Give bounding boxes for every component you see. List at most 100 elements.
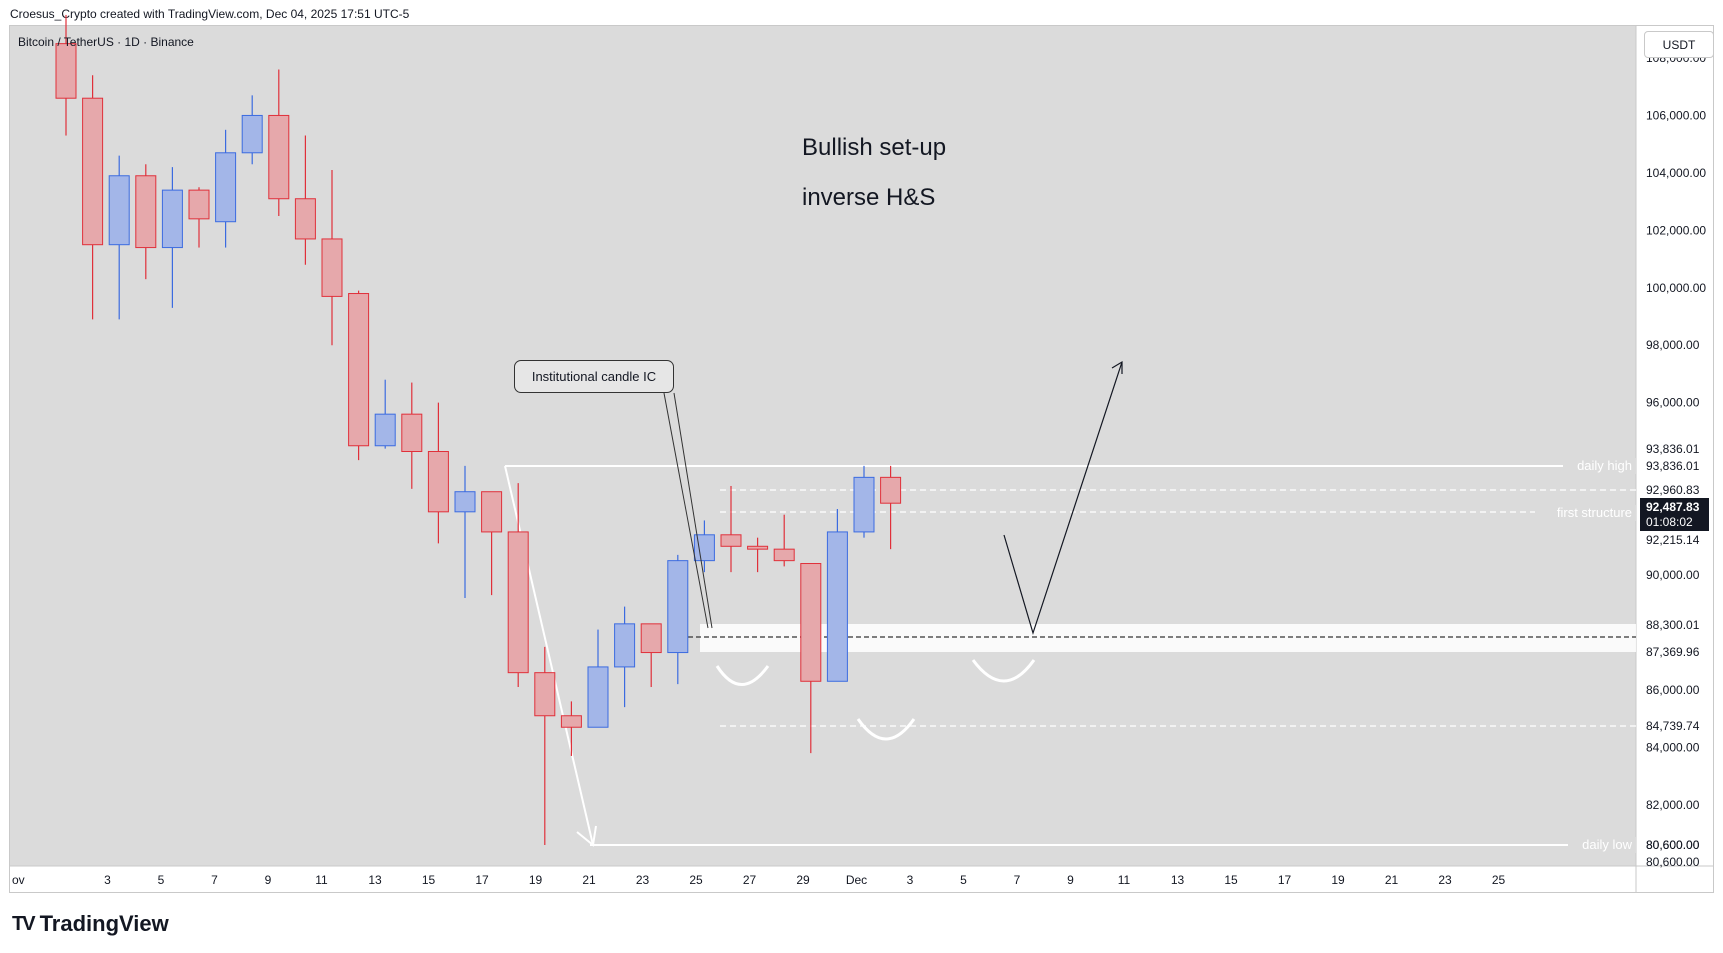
- x-tick-label: 23: [636, 873, 650, 887]
- candle-body: [481, 491, 503, 533]
- price-label-zone-bottom: 87,369.96: [1646, 645, 1700, 659]
- y-tick-label: 96,000.00: [1646, 396, 1700, 410]
- candle-body: [826, 531, 848, 682]
- x-tick-label: 15: [422, 873, 436, 887]
- candle: [454, 465, 476, 598]
- candle-body: [135, 175, 157, 249]
- x-tick-label: 17: [1278, 873, 1292, 887]
- first-structure-label: first structure: [1557, 505, 1632, 520]
- candle-body: [507, 531, 529, 674]
- candle: [880, 465, 902, 550]
- candle: [241, 95, 263, 165]
- x-tick-label: 23: [1438, 873, 1452, 887]
- candle-body: [401, 413, 423, 452]
- candle: [268, 69, 290, 216]
- daily-high-label-bg: [1563, 458, 1636, 474]
- candle: [853, 465, 875, 538]
- price-label-neckline-low: 84,739.74: [1646, 719, 1700, 733]
- candle-body: [374, 413, 396, 447]
- candle: [720, 485, 742, 573]
- candle-body: [241, 114, 263, 154]
- candle: [587, 629, 609, 728]
- y-tick-label: 104,000.00: [1646, 166, 1706, 180]
- candle: [294, 135, 316, 265]
- candle-body: [614, 623, 636, 668]
- candle-body: [188, 189, 210, 220]
- candle: [614, 606, 636, 708]
- x-tick-label: 15: [1224, 873, 1238, 887]
- last-price-countdown: 01:08:02: [1646, 515, 1693, 529]
- candle: [507, 483, 529, 688]
- candle-body: [55, 43, 77, 99]
- x-tick-label: 13: [368, 873, 382, 887]
- x-tick-label: 25: [689, 873, 703, 887]
- y-ticks-layer: 108,000.00106,000.00104,000.00102,000.00…: [1646, 51, 1706, 852]
- candle: [427, 402, 449, 544]
- candle-body: [82, 97, 104, 246]
- candles-layer: [55, 14, 902, 845]
- price-label-first-structure: 92,215.14: [1646, 533, 1700, 547]
- candle-body: [427, 451, 449, 513]
- candle: [640, 623, 662, 688]
- candle-body: [720, 534, 742, 547]
- y-tick-label: 90,000.00: [1646, 568, 1700, 582]
- left-shoulder-arc: [715, 665, 770, 686]
- currency-selector[interactable]: USDT: [1644, 31, 1714, 58]
- x-tick-label: 3: [104, 873, 111, 887]
- candle-body: [321, 238, 343, 297]
- price-axis-background[interactable]: [1636, 26, 1713, 866]
- candle-body: [693, 534, 715, 562]
- x-tick-label: 7: [1014, 873, 1021, 887]
- candle: [108, 155, 130, 320]
- candle: [667, 554, 689, 685]
- candle: [55, 14, 77, 136]
- time-axis-background[interactable]: [10, 866, 1636, 892]
- candle: [215, 129, 237, 248]
- candle: [693, 520, 715, 573]
- first-structure-label-bg: [1535, 505, 1636, 521]
- x-tick-label: 17: [475, 873, 489, 887]
- candle: [374, 379, 396, 449]
- x-tick-label: 5: [960, 873, 967, 887]
- candle: [348, 290, 370, 461]
- price-label-daily-high-a: 93,836.01: [1646, 442, 1700, 456]
- symbol-label[interactable]: Bitcoin / TetherUS · 1D · Binance: [18, 35, 194, 49]
- head-arc: [856, 718, 916, 741]
- candle-body: [560, 715, 582, 728]
- price-label-daily-high-b: 93,836.01: [1646, 459, 1700, 473]
- candle: [161, 167, 183, 308]
- drop-trendline: [504, 465, 594, 846]
- y-tick-label: 84,000.00: [1646, 740, 1700, 754]
- x-ticks-layer: ov 3 5 7 9 11 13 15 17 19 21 23 25 27 29 Dec 3 5 7 9 11 13 15 1…: [12, 873, 1505, 887]
- projection-path: [1003, 361, 1123, 636]
- x-tick-label: 3: [907, 873, 914, 887]
- y-tick-label: 102,000.00: [1646, 223, 1706, 237]
- demand-zone-band: [700, 624, 1636, 652]
- price-label-daily-low-b: 80,600.00: [1646, 855, 1700, 869]
- candle: [800, 563, 822, 754]
- x-tick-label: 7: [211, 873, 218, 887]
- x-tick-label: ov: [12, 873, 25, 887]
- brand-name: TradingView: [39, 911, 169, 936]
- daily-low-label-bg: [1568, 837, 1636, 853]
- candle: [773, 514, 795, 567]
- candle: [188, 187, 210, 248]
- x-tick-label: 29: [796, 873, 810, 887]
- y-tick-label: 86,000.00: [1646, 683, 1700, 697]
- y-tick-label: 100,000.00: [1646, 281, 1706, 295]
- candle-body: [587, 666, 609, 728]
- candle-body: [108, 175, 130, 246]
- candle-body: [880, 476, 902, 504]
- candle: [401, 382, 423, 489]
- x-tick-label: 21: [582, 873, 596, 887]
- x-tick-label: 11: [315, 873, 328, 887]
- right-shoulder-arc: [971, 659, 1036, 683]
- candle-body: [667, 560, 689, 654]
- candle: [481, 491, 503, 596]
- candle-body: [268, 114, 290, 200]
- x-tick-label: 11: [1118, 873, 1131, 887]
- candle: [560, 701, 582, 756]
- price-label-structure-upper: 92,960.83: [1646, 483, 1700, 497]
- y-tick-label: 80,600.00: [1646, 838, 1700, 852]
